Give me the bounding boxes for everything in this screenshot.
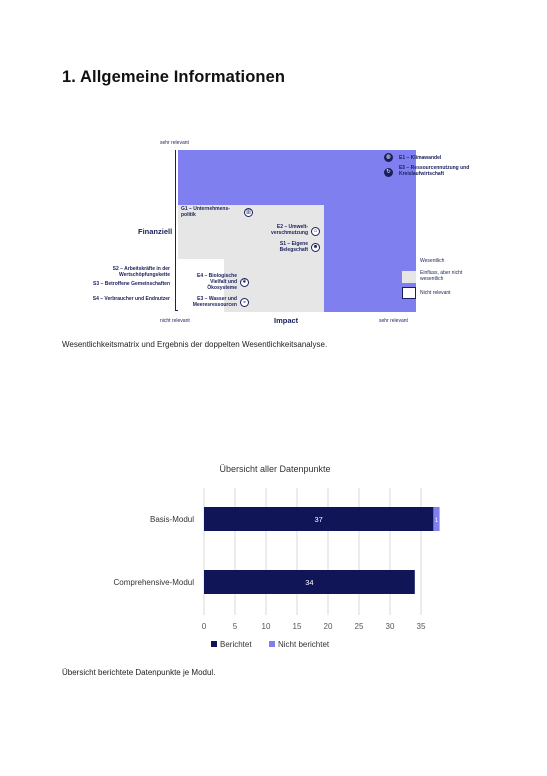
legend-swatch [211,641,217,647]
water-icon: ◒ [240,298,249,307]
chart-title: Übersicht aller Datenpunkte [219,464,330,474]
legend-label-nicht-relevant: Nicht relevant [420,290,451,296]
region-nicht-relevant [178,259,224,312]
factory-icon: ⌂ [311,227,320,236]
x-tick-label: 25 [355,622,364,631]
item-s4: S4 – Verbraucher und Endnutzer [92,296,170,302]
legend-label-wesentlich: Wesentlich [420,258,445,264]
item-e1: E1 – Klimawandel [399,155,442,161]
matrix-caption: Wesentlichkeitsmatrix und Ergebnis der d… [62,340,328,349]
people-icon: ☻ [311,243,320,252]
x-axis-origin-label: nicht relevant [160,318,190,324]
item-e5: E5 – Ressourcennutzung und Kreislaufwirt… [399,165,470,177]
legend-swatch-nicht-relevant [402,287,416,299]
x-tick-label: 10 [262,622,271,631]
item-e2: E2 – Umwelt-verschmutzung [271,224,308,236]
legend-label: Berichtet [220,640,252,649]
category-label: Comprehensive-Modul [114,578,195,587]
item-s2: S2 – Arbeitskräfte in der Wertschöpfungs… [112,266,170,278]
recycle-icon: ↻ [384,168,393,177]
category-label: Basis-Modul [150,515,194,524]
legend-swatch-einfluss [402,271,416,283]
building-icon: ▥ [244,208,253,217]
x-tick-label: 5 [233,622,238,631]
globe-icon: ◍ [384,153,393,162]
y-axis-title: Finanziell [138,227,173,236]
bar-data-label: 37 [315,515,323,524]
materiality-matrix: sehr relevant Finanziell nicht relevant … [90,135,500,330]
item-s3: S3 – Betroffene Gemeinschaften [93,281,170,287]
chart-caption: Übersicht berichtete Datenpunkte je Modu… [62,668,216,677]
x-axis-end-label: sehr relevant [379,318,408,324]
item-e4: E4 – Biologische Vielfalt und Ökosysteme [196,273,237,291]
leaf-icon: ❦ [240,278,249,287]
bar-nicht-berichtet [433,507,440,531]
legend-swatch-wesentlich [402,255,416,267]
y-axis-line [175,150,176,310]
bar-berichtet [204,570,415,594]
chart-plot-area: 0 5 10 15 20 25 30 35 Basis-Modul 37 1 Comprehensiv… [114,488,440,649]
y-axis-top-label: sehr relevant [160,140,189,146]
bar-data-label: 34 [305,578,313,587]
item-e3: E3 – Wasser und Meeresressourcen [192,296,237,308]
x-tick-label: 20 [324,622,333,631]
section-heading: 1. Allgemeine Informationen [62,68,286,86]
bar-data-label: 1 [435,518,439,524]
legend-label-einfluss: Einfluss, aber nicht wesentlich [420,270,463,282]
x-tick-label: 30 [386,622,395,631]
x-axis-title: Impact [274,316,299,325]
legend-swatch [269,641,275,647]
item-s1: S1 – Eigene Belegschaft [279,241,308,253]
datapoints-bar-chart: Übersicht aller Datenpunkte 0 5 10 15 20 25 30… [114,464,440,649]
legend-label: Nicht berichtet [278,640,330,649]
item-g1: G1 – Unternehmens-politik [181,206,230,218]
x-tick-label: 35 [417,622,426,631]
bar-berichtet [204,507,434,531]
x-tick-label: 0 [202,622,207,631]
x-tick-label: 15 [293,622,302,631]
